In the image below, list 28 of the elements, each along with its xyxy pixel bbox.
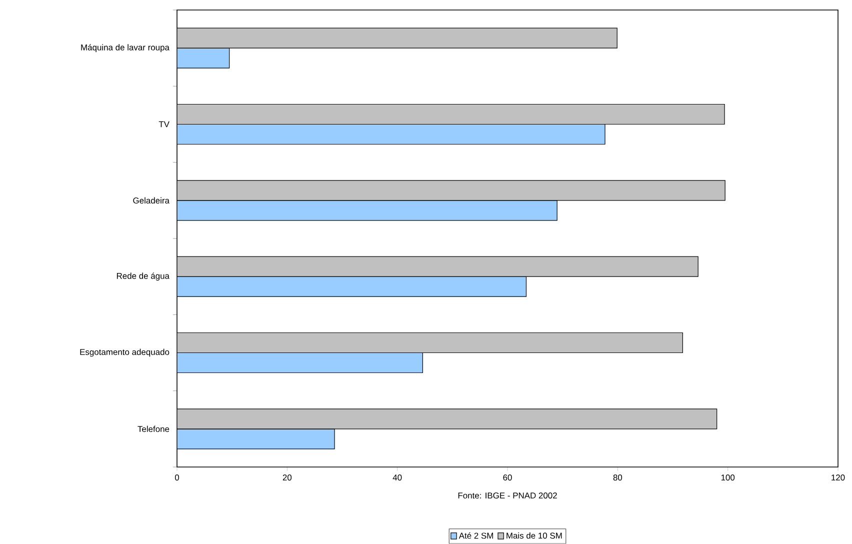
bar	[177, 124, 606, 145]
bar	[177, 428, 335, 450]
y-tick-label: Rede de água	[116, 272, 170, 281]
y-tick-label: Geladeira	[133, 197, 170, 204]
bar	[177, 408, 718, 430]
bar	[177, 48, 230, 68]
x-tick-label: 40	[392, 474, 402, 481]
x-tick-label: 120	[832, 474, 845, 481]
y-tick-label: Máquina de lavar roupa	[81, 44, 170, 52]
y-tick-label: Esgotamento adequado	[80, 348, 170, 357]
bar	[177, 104, 725, 125]
x-tick-label: 60	[503, 474, 512, 481]
legend-label: Até 2 SM	[458, 532, 493, 539]
bar	[177, 332, 683, 354]
x-tick-label: 20	[282, 474, 292, 481]
bar	[177, 352, 423, 374]
source-note: Fonte: IBGE - PNAD 2002	[458, 492, 557, 499]
x-tick-label: 0	[174, 474, 180, 481]
bar	[177, 180, 726, 201]
y-tick-label: Telefone	[138, 426, 170, 432]
bar	[177, 256, 698, 277]
bar	[177, 28, 618, 48]
x-tick-label: 80	[613, 474, 622, 481]
y-tick-label: TV	[158, 121, 170, 128]
x-tick-label: 100	[721, 474, 735, 481]
bar	[177, 276, 527, 297]
bar	[177, 200, 558, 221]
legend-label: Mais de 10 SM	[506, 532, 562, 539]
